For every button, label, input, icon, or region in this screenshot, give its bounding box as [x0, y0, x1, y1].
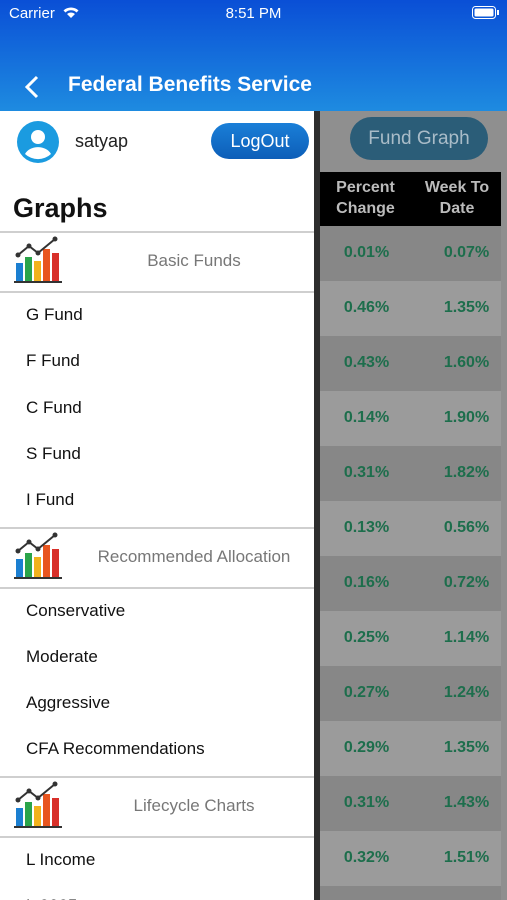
table-cell: 0.07%	[443, 244, 490, 261]
table-cell: 1.60%	[443, 354, 490, 371]
chart-icon	[14, 781, 62, 828]
table-cell: 1.51%	[443, 849, 490, 866]
separator	[0, 586, 314, 589]
nav-title: Federal Benefits Service	[68, 73, 312, 96]
heading: Graphs	[13, 193, 108, 223]
table-cell: 1.24%	[443, 684, 490, 701]
section-title: Recommended Allocation	[97, 546, 291, 566]
table-cell: 0.29%	[343, 739, 390, 756]
menu-item[interactable]: F Fund	[26, 351, 80, 371]
menu-item[interactable]: G Fund	[26, 305, 83, 324]
separator	[0, 526, 314, 529]
table-cell: 0.13%	[343, 519, 390, 536]
table-cell: 1.90%	[443, 409, 490, 426]
drawer-shadow	[314, 111, 320, 900]
side-drawer: satyap LogOut Graphs Basic Funds G Fund F …	[0, 111, 314, 900]
column-header: Percent Change	[336, 179, 395, 217]
table-row: 0.46% 1.35%	[320, 281, 501, 336]
table-row: 0.01% 0.07%	[320, 226, 501, 281]
back-button[interactable]	[22, 75, 42, 99]
table-cell: 0.72%	[443, 574, 490, 591]
table-row: 0.14% 1.90%	[320, 391, 501, 446]
table-cell: 0.43%	[343, 354, 390, 371]
table-cell: 0.14%	[343, 409, 390, 426]
table-row	[320, 886, 501, 900]
chart-icon	[14, 532, 62, 579]
table-cell: 0.32%	[343, 849, 390, 866]
menu-item[interactable]: CFA Recommendations	[26, 739, 205, 759]
column-header: Week To Date	[424, 179, 490, 217]
battery-icon	[472, 6, 499, 19]
separator	[0, 835, 314, 838]
fund-graph-button[interactable]: Fund Graph	[350, 117, 488, 160]
table-cell: 0.56%	[443, 519, 490, 536]
table-cell: 1.14%	[443, 629, 490, 646]
table-cell: 1.43%	[443, 794, 490, 811]
avatar	[17, 121, 59, 163]
table-cell: 0.31%	[343, 794, 390, 811]
menu-item[interactable]: Aggressive	[26, 693, 111, 713]
table-cell: 1.82%	[443, 464, 490, 481]
table-cell: 0.27%	[343, 684, 390, 701]
separator	[0, 775, 314, 778]
table-row: 0.32% 1.51%	[320, 831, 501, 886]
carrier: Carrier	[9, 5, 55, 22]
menu-item[interactable]: C Fund	[26, 397, 82, 417]
chart-icon	[14, 236, 62, 283]
menu-item[interactable]: L 2025	[26, 896, 77, 900]
section-title: Lifecycle Charts	[133, 795, 255, 815]
table-row: 0.13% 0.56%	[320, 501, 501, 556]
table-row: 0.43% 1.60%	[320, 336, 501, 391]
table-header	[320, 172, 501, 226]
table-row: 0.16% 0.72%	[320, 556, 501, 611]
table-row: 0.31% 1.82%	[320, 446, 501, 501]
table-panel: Fund Graph Percent Change Week To Date 0.0…	[320, 111, 507, 900]
logout-button[interactable]: LogOut	[211, 123, 309, 159]
table-cell: 0.31%	[343, 464, 390, 481]
nav-bar: Carrier 8:51 PM Federal Benefits Service	[0, 0, 507, 111]
wifi-icon	[63, 7, 79, 18]
table-cell: 0.01%	[343, 244, 390, 261]
table-cell: 0.25%	[343, 629, 390, 646]
table-row: 0.29% 1.35%	[320, 721, 501, 776]
username: satyap	[75, 131, 129, 151]
menu-item[interactable]: Moderate	[26, 646, 98, 666]
clock: 8:51 PM	[225, 5, 282, 22]
menu-item[interactable]: Conservative	[26, 600, 126, 620]
table-cell: 0.16%	[343, 574, 390, 591]
table-row: 0.31% 1.43%	[320, 776, 501, 831]
separator	[0, 291, 314, 293]
separator	[0, 231, 314, 233]
table-cell: 0.46%	[343, 299, 390, 316]
menu-item[interactable]: L Income	[26, 849, 96, 869]
section-title: Basic Funds	[147, 251, 241, 270]
table-row: 0.27% 1.24%	[320, 666, 501, 721]
table-cell: 1.35%	[443, 299, 490, 316]
table-cell: 1.35%	[443, 739, 490, 756]
table-row: 0.25% 1.14%	[320, 611, 501, 666]
menu-item[interactable]: I Fund	[26, 490, 75, 510]
menu-item[interactable]: S Fund	[26, 443, 81, 463]
